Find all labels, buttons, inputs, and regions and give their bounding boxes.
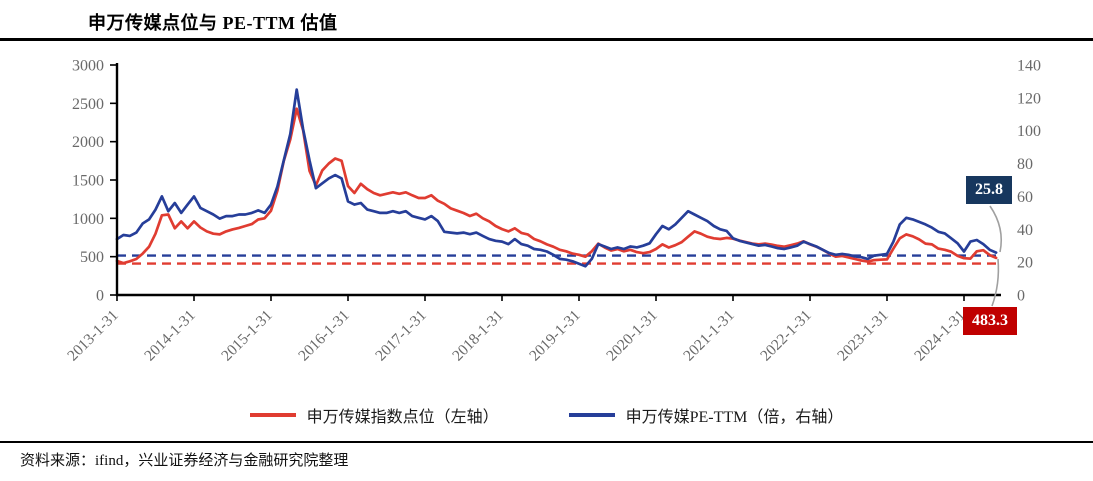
x-axis-tick-label: 2024-1-31 [911,307,969,365]
x-axis-tick-label: 2021-1-31 [680,307,738,365]
x-axis-tick-label: 2019-1-31 [526,307,584,365]
index-series-line [115,107,998,265]
right-axis-tick-label: 0 [1017,288,1025,305]
x-axis-tick-label: 2016-1-31 [295,307,353,365]
right-axis-tick-label: 40 [1017,222,1033,239]
left-axis-tick-label: 2000 [72,134,104,151]
left-axis-tick-label: 1000 [72,211,104,228]
legend-item-pe: 申万传媒PE-TTM（倍，右轴） [568,403,844,427]
right-axis-tick-label: 120 [1017,90,1041,107]
right-axis-tick-label: 60 [1017,189,1033,206]
pe-end-value-badge: 25.8 [966,176,1012,204]
source-divider-line [0,441,1093,443]
title-divider-line [0,38,1093,41]
right-axis-tick-label: 140 [1017,58,1041,75]
right-axis-tick-label: 80 [1017,156,1033,173]
x-axis-tick-label: 2020-1-31 [603,307,661,365]
pe-callout-leader [989,205,1003,253]
left-axis-tick-label: 500 [80,249,104,266]
x-axis-tick-label: 2018-1-31 [449,307,507,365]
pe-series-line [115,88,998,268]
chart-title: 申万传媒点位与 PE-TTM 估值 [88,13,338,33]
legend-item-index: 申万传媒指数点位（左轴） [249,403,499,427]
left-axis-tick-label: 2500 [72,96,104,113]
left-axis-tick-label: 1500 [72,173,104,190]
legend-label-index: 申万传媒指数点位（左轴） [306,409,499,426]
index-callout-leader [991,258,1000,307]
x-axis-tick-label: 2022-1-31 [757,307,815,365]
legend: 申万传媒指数点位（左轴） 申万传媒PE-TTM（倍，右轴） [0,403,1093,427]
left-axis-tick-label: 0 [96,288,104,305]
x-axis-tick-label: 2017-1-31 [372,307,430,365]
x-axis-tick-label: 2013-1-31 [64,307,122,365]
right-axis-tick-label: 20 [1017,255,1033,272]
left-axis-tick-label: 3000 [72,58,104,75]
x-axis-tick-label: 2014-1-31 [141,307,199,365]
right-axis-tick-label: 100 [1017,123,1041,140]
index-end-value-badge: 483.3 [963,307,1017,335]
legend-label-pe: 申万传媒PE-TTM（倍，右轴） [625,409,844,426]
source-note: 资料来源：ifind，兴业证券经济与金融研究院整理 [20,453,349,469]
x-axis-tick-label: 2023-1-31 [834,307,892,365]
pe-line-swatch [568,413,615,417]
index-line-swatch [249,413,296,417]
x-axis-tick-label: 2015-1-31 [218,307,276,365]
